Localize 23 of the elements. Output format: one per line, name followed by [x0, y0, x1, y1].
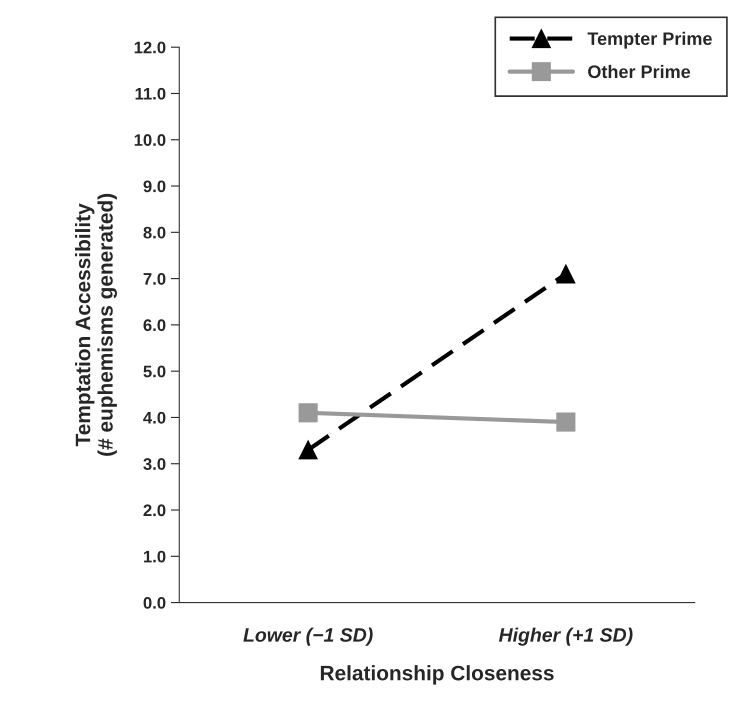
legend-label: Tempter Prime [588, 32, 712, 49]
y-tick-label: 0.0 [144, 596, 166, 609]
x-axis-title: Relationship Closeness [320, 665, 554, 685]
y-tick-label: 7.0 [144, 273, 166, 285]
y-tick-label: 6.0 [144, 319, 166, 332]
point [556, 412, 576, 432]
point [556, 264, 576, 284]
y-tick-label: 3.0 [143, 458, 166, 470]
y-tick-label: 5.0 [143, 366, 166, 378]
y-tick-label: 10.0 [134, 134, 166, 146]
point [298, 440, 318, 460]
legend-label: Other Prime [588, 64, 690, 78]
y-tick-label: 1.0 [144, 550, 166, 562]
y-axis-title: Temptation Accessibility (# euphemisms generated) [75, 194, 117, 456]
y-tick-label: 8.0 [143, 226, 166, 239]
x-tick-label: Higher (+1 SD) [498, 628, 633, 646]
y-tick-label: 4.0 [143, 412, 166, 424]
y-tick-label: 12.0 [134, 42, 166, 54]
y-tick-label: 9.0 [143, 180, 166, 192]
point [298, 403, 318, 422]
y-tick-label: 2.0 [143, 504, 166, 516]
x-tick-label: Lower (−1 SD) [243, 628, 373, 646]
y-tick-label: 11.0 [136, 88, 166, 100]
